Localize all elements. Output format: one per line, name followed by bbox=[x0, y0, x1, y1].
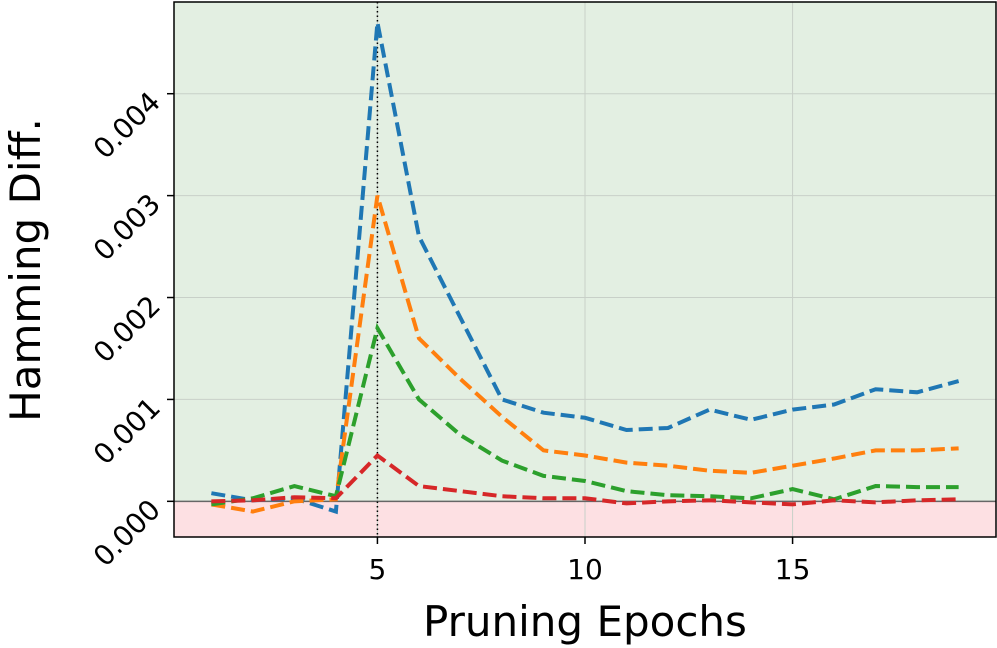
x-tick-label: 10 bbox=[567, 553, 603, 586]
x-tick-label: 5 bbox=[369, 553, 387, 586]
series-line bbox=[211, 22, 960, 515]
y-tick-label: 0.002 bbox=[87, 289, 167, 369]
y-tick-label: 0.003 bbox=[87, 187, 167, 267]
plot-frame bbox=[173, 1, 997, 538]
y-tick-label: 0.004 bbox=[87, 85, 167, 165]
y-tick-label: 0.001 bbox=[87, 391, 167, 471]
y-tick-label: 0.000 bbox=[87, 493, 167, 573]
x-axis-label: Pruning Epochs bbox=[423, 597, 747, 646]
y-axis-label: Hamming Diff. bbox=[1, 118, 50, 422]
series-line bbox=[211, 452, 959, 507]
x-tick-label: 15 bbox=[775, 553, 811, 586]
